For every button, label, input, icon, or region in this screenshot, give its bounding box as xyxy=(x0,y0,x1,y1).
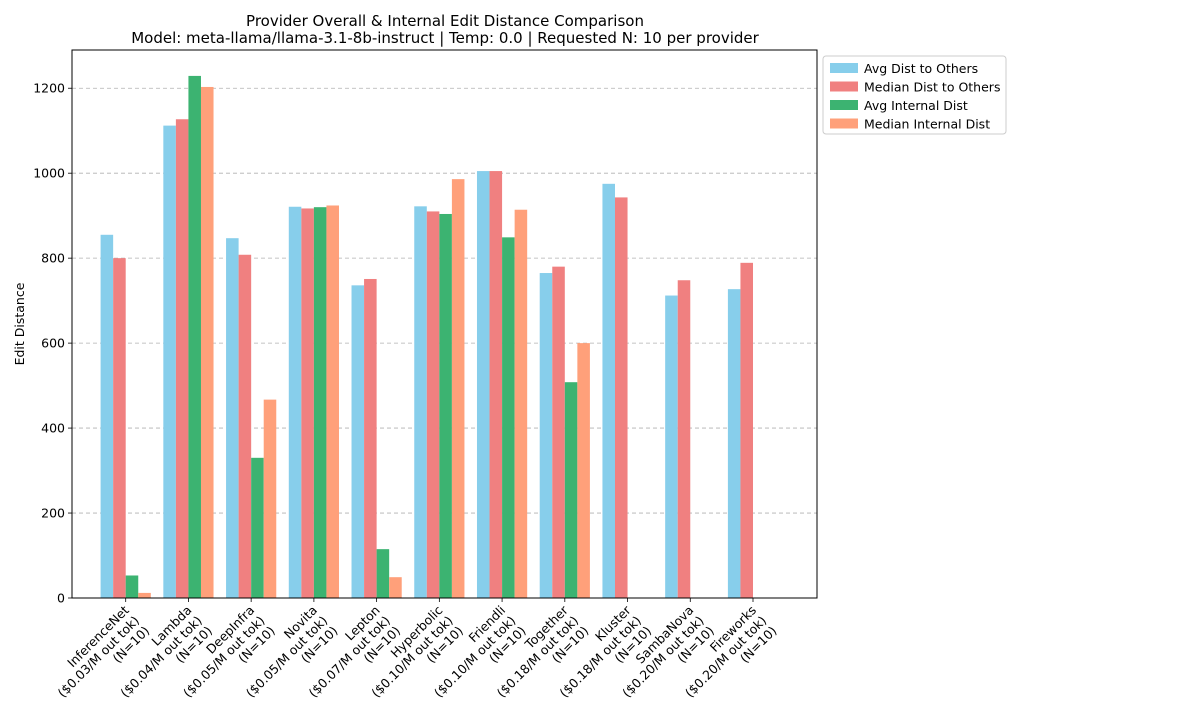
bar xyxy=(163,125,176,598)
bar xyxy=(376,549,390,598)
bar xyxy=(301,208,314,599)
bar xyxy=(113,258,126,598)
bar xyxy=(677,280,691,598)
bar xyxy=(539,273,553,598)
y-tick-label: 1000 xyxy=(33,166,65,181)
bar xyxy=(426,211,440,598)
bar xyxy=(602,183,615,598)
legend-box xyxy=(822,55,1007,135)
bar xyxy=(138,592,151,598)
bar xyxy=(727,289,741,598)
y-axis: 0 200 400 600 800 1000 1200 xyxy=(33,81,72,606)
bar xyxy=(313,207,327,599)
y-tick-label: 400 xyxy=(41,421,65,436)
bar xyxy=(326,205,339,598)
bar xyxy=(414,206,427,599)
bar xyxy=(263,399,277,598)
bars xyxy=(100,75,753,599)
legend-label: Avg Dist to Others xyxy=(864,61,978,76)
bar xyxy=(125,575,139,598)
legend-label: Median Internal Dist xyxy=(864,117,990,132)
bar xyxy=(476,171,490,598)
legend: Avg Dist to Others Median Dist to Others A… xyxy=(822,55,1007,135)
bar xyxy=(100,234,114,598)
bar xyxy=(200,86,214,599)
bar xyxy=(552,266,565,598)
y-axis-label: Edit Distance xyxy=(12,282,27,365)
bar xyxy=(564,382,578,598)
legend-label: Avg Internal Dist xyxy=(864,98,968,113)
y-tick-label: 600 xyxy=(41,336,65,351)
bar xyxy=(740,262,753,598)
bar xyxy=(451,179,465,598)
legend-swatch xyxy=(830,118,858,129)
y-tick-label: 0 xyxy=(57,591,65,606)
y-tick-label: 800 xyxy=(41,251,65,266)
bar xyxy=(514,209,528,599)
chart-subtitle: Model: meta-llama/llama-3.1-8b-instruct … xyxy=(131,29,759,47)
bar xyxy=(439,213,452,598)
bar xyxy=(577,343,590,598)
bar xyxy=(614,197,628,598)
y-tick-label: 1200 xyxy=(33,81,65,96)
bar xyxy=(364,278,377,598)
bar xyxy=(238,254,252,598)
bar xyxy=(251,457,264,598)
bar xyxy=(489,171,503,598)
bar xyxy=(226,238,239,598)
legend-label: Median Dist to Others xyxy=(864,80,1000,95)
bar xyxy=(175,119,189,598)
legend-swatch xyxy=(830,81,858,92)
bar xyxy=(351,285,365,598)
legend-swatch xyxy=(830,63,858,73)
bar xyxy=(665,295,678,598)
bar xyxy=(188,75,201,598)
y-tick-label: 200 xyxy=(41,506,65,521)
chart-title: Provider Overall & Internal Edit Distanc… xyxy=(246,12,644,30)
bar xyxy=(389,577,402,598)
bar xyxy=(288,206,302,599)
legend-swatch xyxy=(830,100,858,110)
bar xyxy=(502,237,515,598)
plot-frame xyxy=(71,49,818,599)
x-axis: InferenceNet($0.03/M out tok)(N=10)Lambd… xyxy=(44,598,780,710)
x-tick-label: InferenceNet($0.03/M out tok)(N=10) xyxy=(44,602,152,710)
